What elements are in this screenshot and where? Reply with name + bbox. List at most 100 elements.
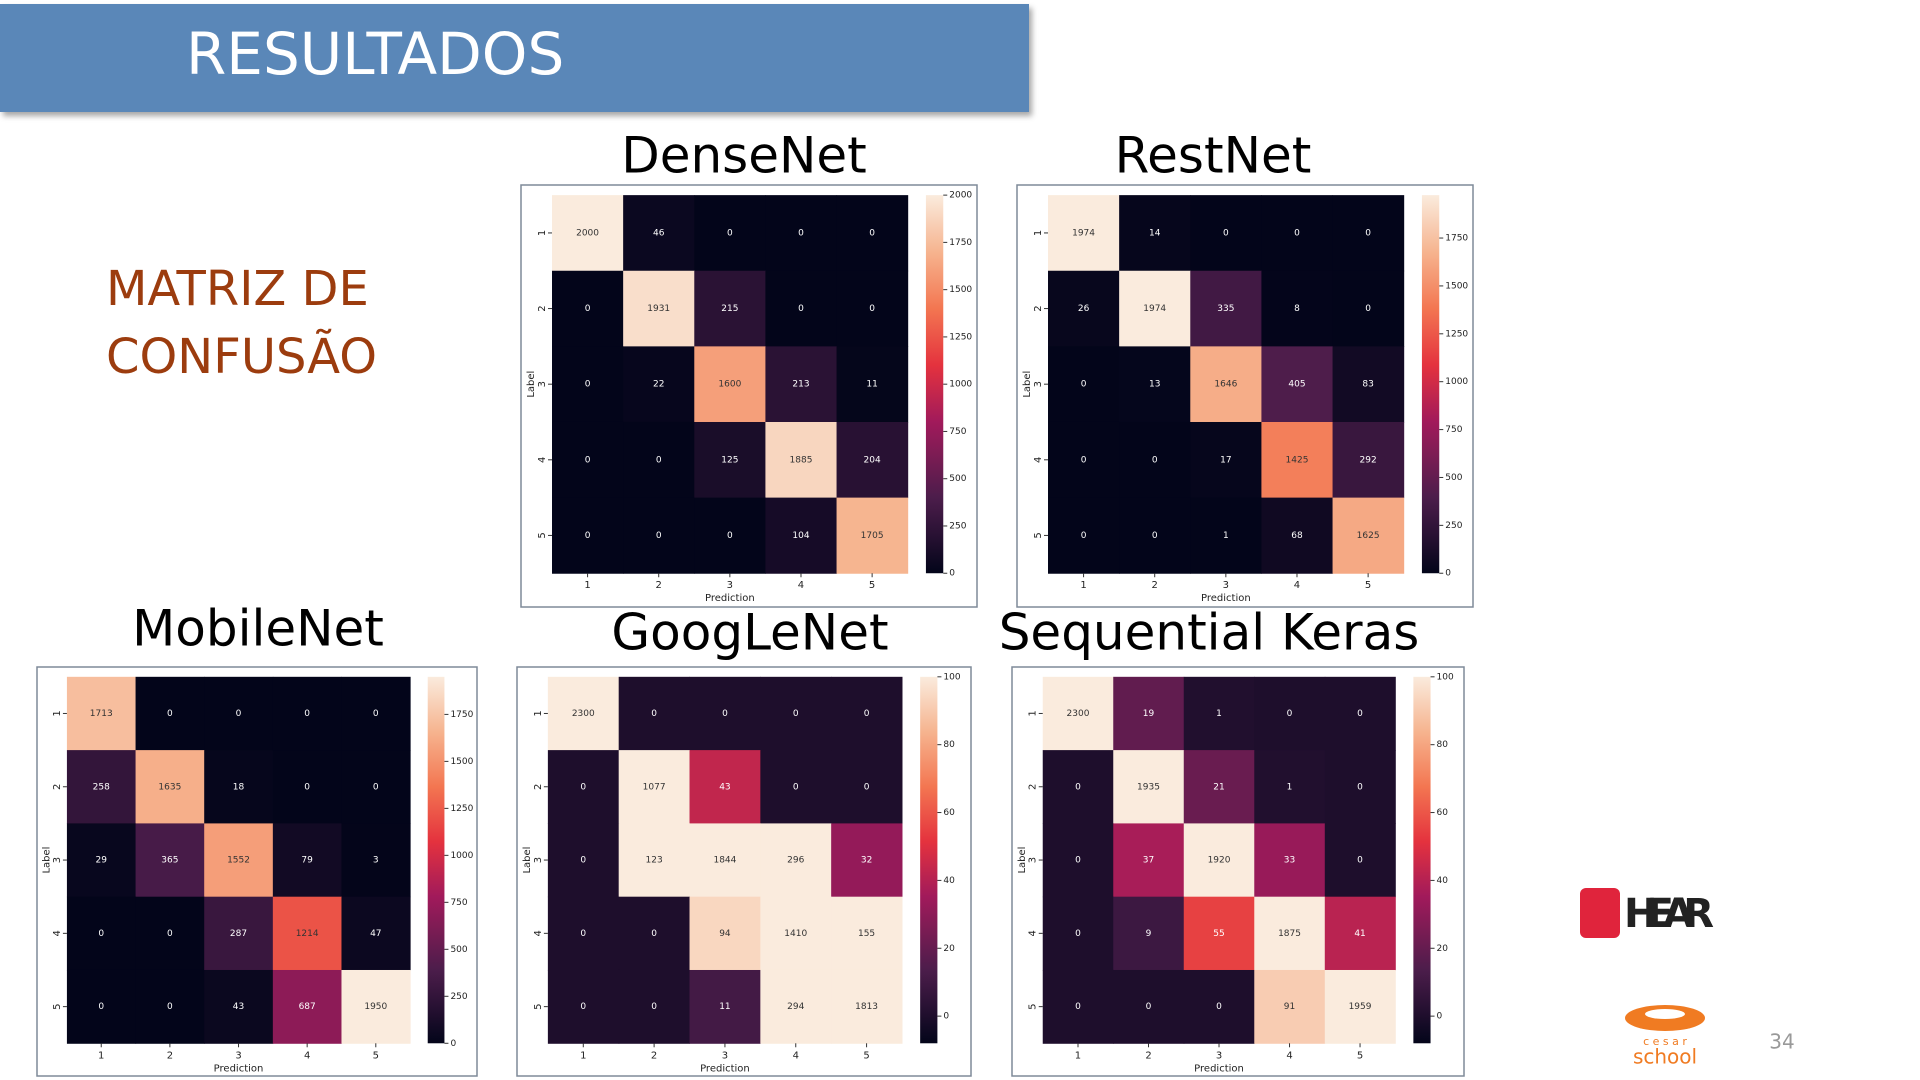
cell-label: 0 <box>727 228 733 238</box>
y-axis-label: Label <box>42 847 53 874</box>
colorbar-tick-label: 100 <box>943 672 960 682</box>
colorbar-tick-label: 500 <box>450 945 467 955</box>
colorbar <box>427 676 445 1044</box>
cell-label: 33 <box>1284 856 1295 866</box>
cell-label: 123 <box>646 856 663 866</box>
cell-label: 687 <box>299 1002 316 1012</box>
heatmap-cell <box>552 421 624 499</box>
colorbar-tick-label: 2000 <box>949 191 972 201</box>
cell-label: 296 <box>787 856 804 866</box>
heatmap-cell <box>1261 195 1334 272</box>
cell-label: 1 <box>1223 531 1229 541</box>
cell-label: 1974 <box>1143 304 1166 314</box>
heatmap-cell <box>836 195 909 272</box>
y-tick-label: 3 <box>537 381 548 387</box>
cell-label: 287 <box>230 929 247 939</box>
y-tick-label: 2 <box>537 305 548 311</box>
colorbar-tick-label: 250 <box>1445 521 1462 531</box>
cell-label: 0 <box>304 709 310 719</box>
cell-label: 213 <box>792 380 809 390</box>
cell-label: 1646 <box>1214 380 1237 390</box>
heatmap-cell <box>1119 421 1191 499</box>
heatmap-cell <box>66 676 137 751</box>
colorbar <box>1413 676 1431 1044</box>
x-axis-label: Prediction <box>1201 593 1251 604</box>
heatmap-cell <box>1190 346 1262 423</box>
colorbar-tick-label: 1250 <box>1445 329 1468 339</box>
chart-title: GoogLeNet <box>611 604 888 662</box>
cell-label: 0 <box>869 304 875 314</box>
cell-label: 1974 <box>1072 228 1095 238</box>
y-tick-label: 4 <box>533 930 544 936</box>
cell-label: 0 <box>98 929 104 939</box>
heatmap-cell <box>272 676 342 751</box>
x-tick-label: 1 <box>98 1050 104 1061</box>
cell-label: 0 <box>651 709 657 719</box>
x-tick-label: 5 <box>1357 1050 1363 1061</box>
colorbar <box>1421 195 1440 574</box>
cell-label: 0 <box>236 709 242 719</box>
y-tick-label: 3 <box>533 857 544 863</box>
cell-label: 258 <box>93 782 110 792</box>
chart-title: DenseNet <box>621 127 867 185</box>
cell-label: 32 <box>861 856 872 866</box>
cell-label: 11 <box>866 380 877 390</box>
heatmap-cell <box>341 823 411 898</box>
cell-label: 0 <box>793 782 799 792</box>
heatmap-cell <box>831 896 903 971</box>
colorbar-tick-label: 750 <box>949 427 966 437</box>
cell-label: 0 <box>167 1002 173 1012</box>
cell-label: 0 <box>585 455 591 465</box>
heatmap-cell <box>618 750 691 824</box>
x-tick-label: 3 <box>722 1050 728 1061</box>
heatmap-cell <box>1042 969 1114 1044</box>
heatmap-cell <box>1113 896 1185 971</box>
cell-label: 0 <box>1152 455 1158 465</box>
cell-label: 365 <box>161 856 178 866</box>
colorbar-tick-label: 250 <box>949 521 966 531</box>
cell-label: 79 <box>301 856 313 866</box>
colorbar-tick-label: 60 <box>1437 808 1449 818</box>
heatmap-cell <box>341 896 411 971</box>
cell-label: 1885 <box>790 455 813 465</box>
school-logo: school <box>1633 1045 1697 1069</box>
heatmap-cell <box>552 346 624 423</box>
heatmap-cell <box>1261 346 1334 423</box>
heatmap-cell <box>1042 750 1114 824</box>
heatmap-cell <box>1332 421 1405 499</box>
cell-label: 125 <box>721 455 738 465</box>
heatmap-cell <box>552 195 624 272</box>
heatmap-cell <box>272 896 342 971</box>
cell-label: 1875 <box>1278 929 1301 939</box>
cell-label: 91 <box>1284 1002 1295 1012</box>
cell-label: 0 <box>869 228 875 238</box>
x-tick-label: 2 <box>1152 580 1158 591</box>
cell-label: 1214 <box>296 929 319 939</box>
cell-label: 9 <box>1146 929 1152 939</box>
heatmap-cell <box>1048 270 1120 347</box>
heatmap-cell <box>1183 750 1255 824</box>
y-tick-label: 4 <box>537 457 548 463</box>
heatmap-cell <box>694 346 766 423</box>
cell-label: 22 <box>653 380 664 390</box>
cell-label: 0 <box>1081 531 1087 541</box>
cell-label: 0 <box>1081 455 1087 465</box>
cell-label: 0 <box>1357 709 1363 719</box>
cell-label: 83 <box>1362 380 1373 390</box>
heatmap-cell <box>272 823 342 898</box>
colorbar-tick-label: 0 <box>943 1012 949 1022</box>
colorbar <box>920 676 938 1044</box>
x-tick-label: 1 <box>1075 1050 1081 1061</box>
cell-label: 21 <box>1213 782 1224 792</box>
heatmap-cell <box>623 195 695 272</box>
heatmap-cell <box>760 896 832 971</box>
cell-label: 37 <box>1143 856 1154 866</box>
heatmap-cell <box>1042 896 1114 971</box>
colorbar-tick-label: 500 <box>949 474 966 484</box>
x-tick-label: 4 <box>793 1050 799 1061</box>
cell-label: 17 <box>1220 455 1231 465</box>
heatmap-cell <box>272 750 342 824</box>
heatmap-cell <box>1332 346 1405 423</box>
colorbar-tick-label: 100 <box>1437 672 1454 682</box>
